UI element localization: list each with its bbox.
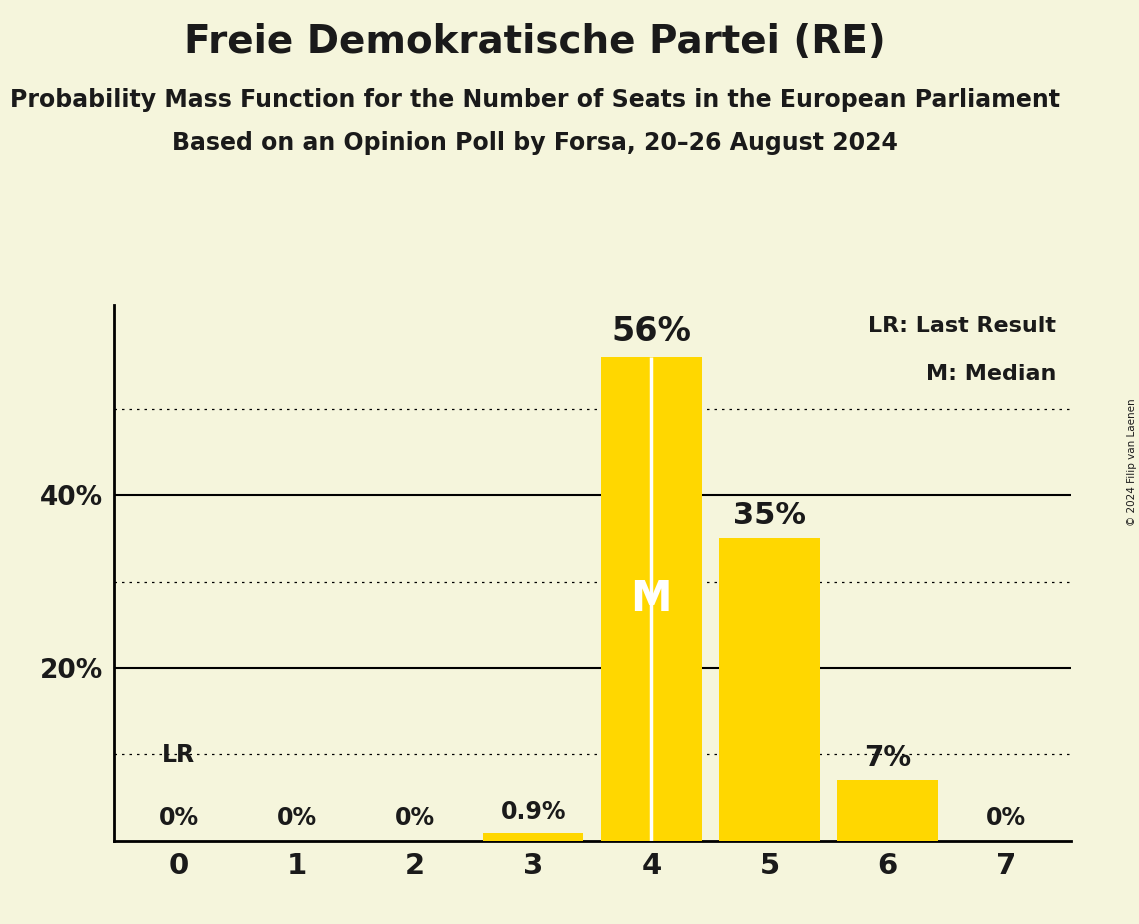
Text: M: Median: M: Median (926, 364, 1056, 383)
Text: Freie Demokratische Partei (RE): Freie Demokratische Partei (RE) (185, 23, 886, 61)
Text: M: M (631, 578, 672, 620)
Text: 0%: 0% (158, 807, 199, 831)
Text: 0%: 0% (395, 807, 435, 831)
Text: 0.9%: 0.9% (500, 800, 566, 824)
Text: Probability Mass Function for the Number of Seats in the European Parliament: Probability Mass Function for the Number… (10, 88, 1060, 112)
Text: Based on an Opinion Poll by Forsa, 20–26 August 2024: Based on an Opinion Poll by Forsa, 20–26… (172, 131, 899, 155)
Text: 0%: 0% (985, 807, 1026, 831)
Bar (719, 539, 820, 841)
Text: LR: Last Result: LR: Last Result (868, 316, 1056, 335)
Bar (483, 833, 583, 841)
Text: 35%: 35% (734, 501, 806, 529)
Text: 0%: 0% (277, 807, 317, 831)
Text: 56%: 56% (612, 315, 691, 348)
Text: LR: LR (162, 744, 196, 767)
Text: © 2024 Filip van Laenen: © 2024 Filip van Laenen (1126, 398, 1137, 526)
Text: 7%: 7% (865, 744, 911, 772)
Bar (837, 781, 937, 841)
Bar (601, 357, 702, 841)
